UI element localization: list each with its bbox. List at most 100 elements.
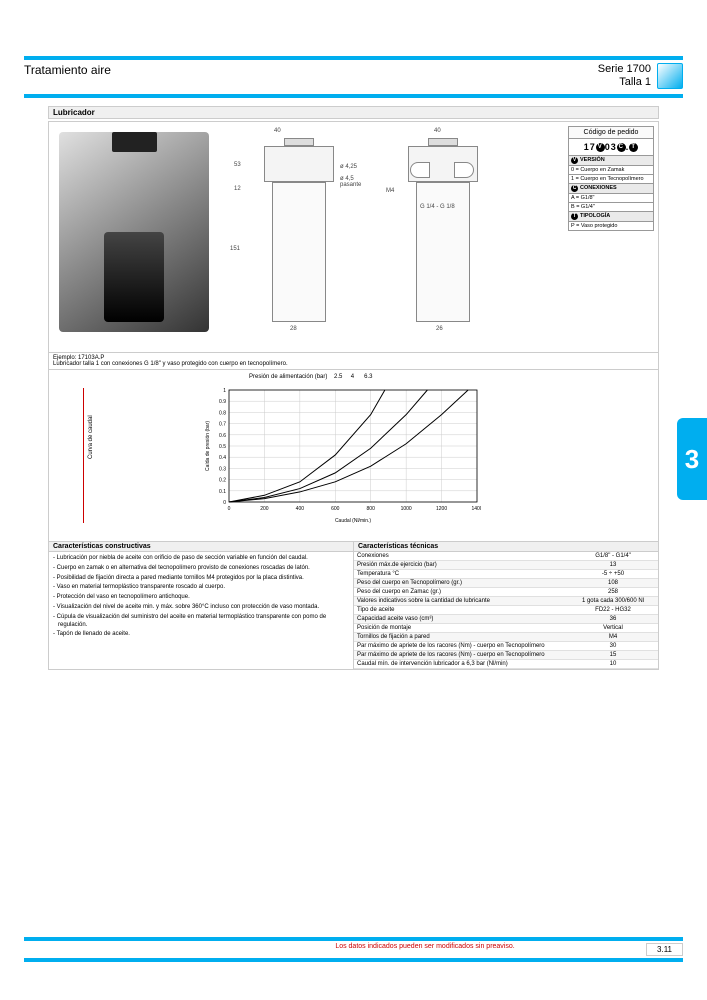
constructive-item: Vaso en material termoplástico transpare… [53, 584, 349, 592]
svg-text:0.2: 0.2 [219, 478, 226, 484]
code-mid: 03 [605, 142, 617, 152]
svg-text:200: 200 [260, 506, 269, 512]
svg-text:0: 0 [228, 506, 231, 512]
tech-row: Par máximo de apriete de los racores (Nm… [354, 651, 658, 660]
tech-row: Peso del cuerpo en Tecnopolímero (gr.)10… [354, 579, 658, 588]
code-c: C [617, 143, 626, 152]
section-title: Lubricador [48, 106, 659, 119]
svg-text:0.9: 0.9 [219, 399, 226, 405]
constructive-header: Características constructivas [49, 542, 353, 552]
dim-45: ø 4,5 pasante [340, 176, 361, 188]
dim-m4: M4 [386, 188, 394, 194]
technical-header: Características técnicas [354, 542, 658, 552]
order-code-box: Código de pedido 17V03C.T VVERSIÓN 0 = C… [568, 126, 654, 231]
constructive-item: Cúpula de visualización del suministro d… [53, 614, 349, 630]
header-left: Tratamiento aire [24, 63, 111, 89]
footer-divider-2 [24, 958, 683, 962]
order-conex-hdr: CCONEXIONES [568, 184, 654, 194]
tech-row: Presión máx.de ejercicio (bar)13 [354, 561, 658, 570]
code-v: V [596, 143, 605, 152]
svg-text:0.8: 0.8 [219, 410, 226, 416]
pressure-flow-chart: 0 200 400 600 800 1000 1200 1400 0 0.1 0.2 0.3 0.4 0.… [201, 384, 481, 524]
svg-text:0.1: 0.1 [219, 489, 226, 495]
dim-151: 151 [230, 246, 240, 252]
svg-text:1200: 1200 [436, 506, 447, 512]
svg-text:800: 800 [367, 506, 376, 512]
code-prefix: 17 [584, 142, 596, 152]
drawing-side: M4 G 1/4 - G 1/8 26 [394, 146, 504, 336]
tech-row: Caudal mín. de intervención lubricador a… [354, 660, 658, 669]
svg-text:400: 400 [296, 506, 305, 512]
constructive-list: Lubricación por niebla de aceite con ori… [49, 552, 353, 644]
svg-text:0.4: 0.4 [219, 455, 226, 461]
drawing-front: 53 151 12 28 ø 4,25 ø 4,5 pasante [244, 146, 364, 336]
page-number: 3.11 [646, 943, 683, 956]
constructive-item: Protección del vaso en tecnopolímero ant… [53, 594, 349, 602]
order-version-hdr: VVERSIÓN [568, 156, 654, 166]
chapter-tab: 3 [677, 418, 707, 500]
constructive-item: Posibilidad de fijación directa a pared … [53, 575, 349, 583]
svg-text:Caída de presión (bar): Caída de presión (bar) [205, 421, 211, 471]
tech-row: Posición de montajeVertical [354, 624, 658, 633]
svg-text:0.5: 0.5 [219, 444, 226, 450]
dim-port: G 1/4 - G 1/8 [420, 204, 455, 210]
product-photo [59, 132, 209, 332]
header-divider-2 [24, 94, 683, 98]
dim-w2: 40 [434, 128, 441, 134]
svg-text:1000: 1000 [401, 506, 412, 512]
header-divider-1 [24, 56, 683, 60]
header-right: Serie 1700 Talla 1 [598, 63, 651, 89]
tech-row: Peso del cuerpo en Zamac (gr.)258 [354, 588, 658, 597]
tech-row: Tipo de aceiteFD22 - HG32 [354, 606, 658, 615]
svg-text:0.7: 0.7 [219, 422, 226, 428]
main-figure-box: 40 40 53 151 12 28 ø 4,25 ø 4,5 pasante [48, 121, 659, 353]
constructive-item: Cuerpo en zamak o en alternativa del tec… [53, 565, 349, 573]
constructive-col: Características constructivas Lubricació… [49, 542, 354, 669]
svg-text:0.3: 0.3 [219, 466, 226, 472]
order-conex-b: B = G1/4" [568, 203, 654, 212]
technical-drawing: 40 40 53 151 12 28 ø 4,25 ø 4,5 pasante [234, 128, 574, 348]
technical-col: Características técnicas ConexionesG1/8"… [354, 542, 658, 669]
content: Lubricador 40 40 53 151 12 28 ø 4,25 ø 4… [48, 106, 659, 670]
series-line: Serie 1700 [598, 63, 651, 76]
tech-row: Par máximo de apriete de los racores (Nm… [354, 642, 658, 651]
dim-12: 12 [234, 186, 241, 192]
svg-text:1400: 1400 [471, 506, 481, 512]
dim-w1: 40 [274, 128, 281, 134]
constructive-item: Tapón de llenado de aceite. [53, 631, 349, 639]
order-header: Código de pedido [568, 126, 654, 139]
order-version-1: 1 = Cuerpo en Tecnopolímero [568, 175, 654, 184]
tech-row: ConexionesG1/8" - G1/4" [354, 552, 658, 561]
constructive-item: Visualización del nivel de aceite min. y… [53, 604, 349, 612]
svg-text:0: 0 [223, 500, 226, 506]
dim-53: 53 [234, 162, 241, 168]
dim-26: 26 [436, 326, 443, 332]
size-line: Talla 1 [598, 76, 651, 89]
svg-text:0.6: 0.6 [219, 433, 226, 439]
svg-text:Caudal (Nl/min.): Caudal (Nl/min.) [335, 518, 371, 524]
tech-row: Capacidad aceite vaso (cm³)36 [354, 615, 658, 624]
constructive-item: Lubricación por niebla de aceite con ori… [53, 555, 349, 563]
footer-note: Los datos indicados pueden ser modificad… [24, 943, 646, 956]
order-tip-p: P = Vaso protegido [568, 222, 654, 231]
order-conex-a: A = G1/8" [568, 194, 654, 203]
dim-28: 28 [290, 326, 297, 332]
chart-red-divider [83, 388, 84, 523]
tech-row: Temperatura °C-5 ÷ +50 [354, 570, 658, 579]
chart-title: Presión de alimentación (bar) 2.5 4 6.3 [249, 374, 372, 380]
chart-area: 0 200 400 600 800 1000 1200 1400 0 0.1 0.2 0.3 0.4 0.… [201, 384, 481, 524]
tech-row: Tornillos de fijación a paredM4 [354, 633, 658, 642]
chart-box: Curva de caudal Presión de alimentación … [48, 370, 659, 542]
example-desc: Lubricador talla 1 con conexiones G 1/8"… [53, 361, 654, 367]
svg-text:1: 1 [223, 388, 226, 394]
example-box: Ejemplo: 17103A.P Lubricador talla 1 con… [48, 353, 659, 370]
characteristics-row: Características constructivas Lubricació… [48, 542, 659, 670]
footer: Los datos indicados pueden ser modificad… [24, 937, 683, 962]
chart-side-label: Curva de caudal [88, 415, 94, 459]
brand-logo [657, 63, 683, 89]
technical-table: ConexionesG1/8" - G1/4"Presión máx.de ej… [354, 552, 658, 669]
svg-text:600: 600 [331, 506, 340, 512]
tech-row: Valores indicativos sobre la cantidad de… [354, 597, 658, 606]
order-code: 17V03C.T [568, 139, 654, 156]
page-header: Tratamiento aire Serie 1700 Talla 1 [24, 63, 683, 89]
